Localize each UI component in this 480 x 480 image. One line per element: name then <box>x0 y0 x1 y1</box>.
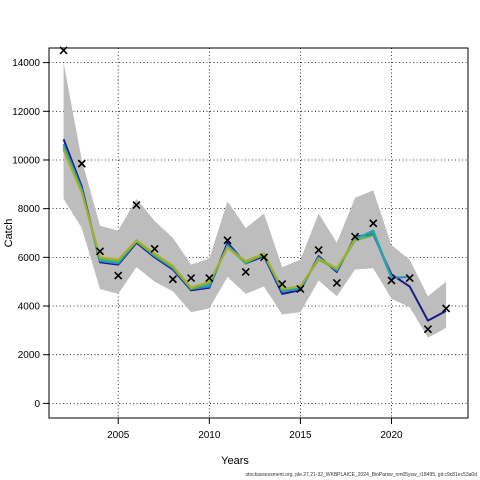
observed-point <box>205 273 214 283</box>
observed-point <box>259 253 269 262</box>
observed-point-stroke <box>187 273 196 283</box>
x-tick-label: 2015 <box>289 430 312 441</box>
y-tick-label: 2000 <box>18 350 41 361</box>
observed-point <box>77 159 86 168</box>
plot-frame <box>48 47 469 419</box>
observed-point-stroke <box>278 280 287 289</box>
observed-point <box>150 244 159 253</box>
observed-point-stroke <box>296 284 305 294</box>
observed-point <box>405 273 414 283</box>
observed-point <box>187 273 196 283</box>
observed-point-stroke <box>387 276 396 285</box>
y-tick-label: 8000 <box>18 204 41 215</box>
grid-lines <box>49 48 468 418</box>
x-tick-label: 2010 <box>198 430 221 441</box>
observed-point <box>223 236 232 245</box>
y-tick-label: 12000 <box>12 107 40 118</box>
observed-point <box>132 200 141 210</box>
y-axis-label: Catch <box>3 219 15 248</box>
observed-point-stroke <box>150 244 159 253</box>
observed-point <box>387 276 396 285</box>
series-line-5 <box>62 149 356 290</box>
footer-note: stockassessment.org, ple.27.21-32_WKBPLA… <box>245 472 477 478</box>
y-tick-label: 14000 <box>12 58 40 69</box>
observed-point <box>95 247 105 256</box>
observed-point-stroke <box>77 159 86 168</box>
observed-point <box>369 219 378 228</box>
series-lines <box>62 138 447 322</box>
observed-point-stroke <box>223 236 232 245</box>
observed-point-stroke <box>350 232 360 241</box>
y-tick-label: 4000 <box>18 302 41 313</box>
x-axis-ticks: 2005 2010 2015 2020 <box>107 418 403 441</box>
observed-point-stroke <box>423 325 432 334</box>
y-tick-label: 0 <box>34 399 40 410</box>
y-axis-ticks: 0 2000 4000 6000 8000 10000 12000 14000 <box>12 58 49 410</box>
observed-point-stroke <box>259 253 269 262</box>
observed-point-stroke <box>95 247 105 256</box>
observed-point <box>241 267 250 277</box>
observed-point <box>278 280 287 289</box>
y-tick-label: 6000 <box>18 253 41 264</box>
observed-point <box>350 232 360 241</box>
observed-points <box>59 46 451 334</box>
observed-point-stroke <box>241 267 250 277</box>
observed-point <box>314 245 323 255</box>
x-tick-label: 2005 <box>107 430 130 441</box>
observed-point <box>296 284 305 294</box>
observed-point-stroke <box>314 245 323 255</box>
observed-point-stroke <box>442 304 451 313</box>
x-axis-label: Years <box>221 455 249 467</box>
observed-point-stroke <box>332 278 341 287</box>
observed-point-stroke <box>114 271 123 280</box>
observed-point-stroke <box>405 273 414 283</box>
observed-point <box>442 304 451 313</box>
observed-point-stroke <box>205 273 214 283</box>
y-tick-label: 10000 <box>12 155 40 166</box>
observed-point-stroke <box>132 200 141 210</box>
confidence-band-area <box>63 62 447 338</box>
observed-point-stroke <box>168 275 177 284</box>
confidence-band <box>63 62 447 338</box>
observed-point <box>168 275 177 284</box>
x-tick-label: 2020 <box>380 430 403 441</box>
observed-point <box>332 278 341 287</box>
observed-point <box>114 271 123 280</box>
observed-point <box>423 325 432 334</box>
observed-point-stroke <box>369 219 378 228</box>
